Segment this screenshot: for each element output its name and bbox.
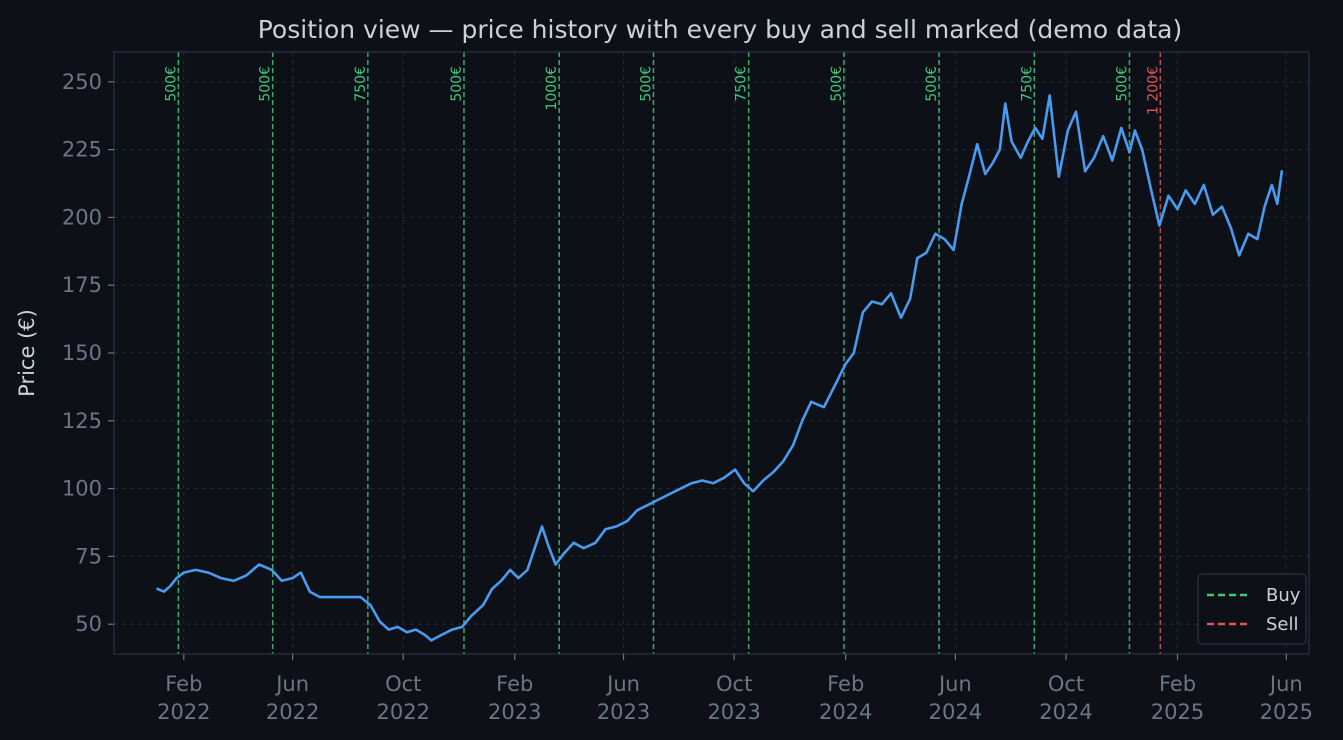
x-tick-label-year: 2023 <box>707 700 760 724</box>
buy-amount-label: 500€ <box>163 66 179 102</box>
x-tick-label-month: Jun <box>605 672 640 696</box>
x-tick-label-month: Feb <box>1159 672 1196 696</box>
x-tick-label-year: 2022 <box>266 700 319 724</box>
x-tick-label-year: 2025 <box>1260 700 1313 724</box>
buy-amount-label: 500€ <box>638 66 654 102</box>
price-line <box>156 94 1284 642</box>
legend-buy-label: Buy <box>1266 585 1301 606</box>
x-tick-label-year: 2022 <box>157 700 210 724</box>
legend-box <box>1197 573 1307 645</box>
grid-lines <box>114 52 1309 654</box>
buy-amount-label: 500€ <box>829 66 845 102</box>
sell-amount-label: 1 200€ <box>1145 66 1161 115</box>
x-axis-ticks: Feb 2022 Jun 2022 Oct 2022 Feb 2023 Jun 2023 Oct 20… <box>157 654 1313 724</box>
x-tick-label-year: 2025 <box>1151 700 1204 724</box>
x-tick-label-month: Feb <box>165 672 202 696</box>
x-tick-label-year: 2024 <box>929 700 982 724</box>
buy-amount-label: 500€ <box>258 66 274 102</box>
buy-amount-label: 750€ <box>353 66 369 102</box>
y-axis-ticks: 50 75 100 125 150 175 200 225 250 <box>62 70 114 636</box>
y-tick-label: 50 <box>75 612 102 636</box>
y-tick-label: 75 <box>75 544 102 568</box>
x-tick-label-month: Oct <box>1048 672 1084 696</box>
chart-title: Position view — price history with every… <box>258 15 1183 44</box>
legend: Buy Sell <box>1197 573 1307 645</box>
buy-amount-label: 500€ <box>449 66 465 102</box>
price-series <box>156 94 1284 642</box>
y-tick-label: 150 <box>62 341 102 365</box>
x-tick-label-month: Jun <box>274 672 309 696</box>
x-tick-label-month: Oct <box>716 672 752 696</box>
x-tick-label-year: 2024 <box>1039 700 1092 724</box>
buy-amount-label: 750€ <box>1019 66 1035 102</box>
y-tick-label: 100 <box>62 477 102 501</box>
y-tick-label: 200 <box>62 205 102 229</box>
buy-amount-label: 500€ <box>924 66 940 102</box>
x-tick-label-month: Jun <box>1268 672 1303 696</box>
x-tick-label-month: Jun <box>937 672 972 696</box>
x-tick-label-year: 2024 <box>819 700 872 724</box>
transaction-markers: 500€ 500€ 750€ 500€ 1000€ 500€ 750€ 500€ 500€ 750… <box>163 52 1161 654</box>
y-tick-label: 175 <box>62 273 102 297</box>
x-tick-label-year: 2023 <box>597 700 650 724</box>
x-tick-label-month: Feb <box>496 672 533 696</box>
buy-amount-label: 750€ <box>734 66 750 102</box>
legend-sell-label: Sell <box>1266 614 1299 635</box>
x-tick-label-year: 2023 <box>488 700 541 724</box>
y-tick-label: 250 <box>62 70 102 94</box>
x-tick-label-month: Feb <box>827 672 864 696</box>
y-tick-label: 125 <box>62 409 102 433</box>
x-tick-label-month: Oct <box>385 672 421 696</box>
x-tick-label-year: 2022 <box>377 700 430 724</box>
buy-amount-label: 500€ <box>1114 66 1130 102</box>
buy-amount-label: 1000€ <box>544 66 560 111</box>
y-tick-label: 225 <box>62 138 102 162</box>
y-axis-label: Price (€) <box>15 309 39 397</box>
